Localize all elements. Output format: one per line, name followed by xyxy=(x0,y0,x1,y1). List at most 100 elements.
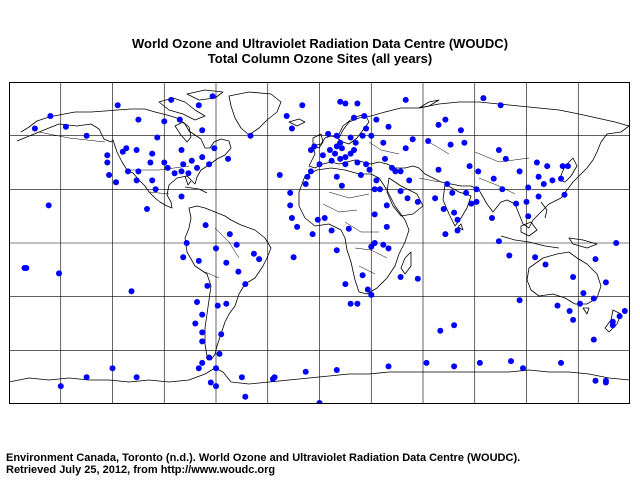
ozone-site-marker xyxy=(351,147,357,153)
ozone-site-marker xyxy=(497,102,504,109)
ozone-site-marker xyxy=(454,227,461,234)
ozone-site-marker xyxy=(602,377,609,384)
ozone-site-marker xyxy=(180,161,187,168)
ozone-site-marker xyxy=(523,198,530,205)
ozone-site-marker xyxy=(283,113,290,119)
ozone-site-marker xyxy=(352,139,359,146)
ozone-site-marker xyxy=(225,155,232,162)
ozone-site-marker xyxy=(592,377,599,384)
ozone-site-marker xyxy=(473,186,480,193)
citation-line-1: Environment Canada, Toronto (n.d.). Worl… xyxy=(6,452,521,464)
ozone-site-marker xyxy=(440,206,447,212)
ozone-site-marker xyxy=(178,168,185,175)
ozone-site-marker xyxy=(444,181,451,187)
ozone-site-marker xyxy=(333,367,340,373)
ozone-site-marker xyxy=(342,154,349,161)
ozone-site-marker xyxy=(149,177,156,184)
ozone-site-marker xyxy=(368,291,375,298)
ozone-site-marker xyxy=(535,193,542,200)
ozone-site-marker xyxy=(342,100,349,107)
ozone-site-marker xyxy=(288,215,295,221)
ozone-site-marker xyxy=(223,259,230,266)
ozone-site-marker xyxy=(376,186,383,193)
ozone-site-marker xyxy=(383,202,390,209)
ozone-site-marker xyxy=(288,125,295,132)
ozone-site-marker xyxy=(513,200,520,207)
ozone-site-marker xyxy=(104,152,111,159)
ozone-site-marker xyxy=(185,170,192,177)
ozone-site-marker xyxy=(135,168,142,175)
ozone-site-marker xyxy=(359,272,366,279)
ozone-site-marker xyxy=(613,240,620,246)
ozone-site-marker xyxy=(495,238,502,245)
ozone-site-marker xyxy=(319,152,326,159)
ozone-site-marker xyxy=(542,261,549,268)
ozone-site-marker xyxy=(621,308,628,314)
ozone-site-marker xyxy=(199,359,206,366)
ozone-site-marker xyxy=(164,164,171,171)
ozone-site-marker xyxy=(149,150,156,157)
ozone-site-marker xyxy=(457,127,464,134)
ozone-site-marker xyxy=(233,241,240,248)
ozone-site-marker xyxy=(476,359,483,366)
ozone-site-marker xyxy=(516,297,523,304)
ozone-site-marker xyxy=(347,300,354,307)
ozone-site-marker xyxy=(178,147,185,153)
ozone-site-marker xyxy=(364,286,371,293)
ozone-site-marker xyxy=(188,157,195,164)
citation-line-2: Retrieved July 25, 2012, from http://www… xyxy=(6,464,276,476)
ozone-site-marker xyxy=(475,168,482,175)
ozone-site-marker xyxy=(337,139,344,146)
ozone-site-marker xyxy=(516,168,523,175)
ozone-site-marker xyxy=(299,102,306,109)
ozone-site-marker xyxy=(250,250,257,257)
ozone-site-marker xyxy=(570,316,577,323)
ozone-site-marker xyxy=(351,114,357,121)
ozone-site-marker xyxy=(404,195,411,202)
india xyxy=(442,183,472,227)
map-title: World Ozone and Ultraviolet Radiation Da… xyxy=(131,36,509,51)
ozone-site-marker xyxy=(468,200,475,207)
ozone-site-marker xyxy=(152,186,159,193)
ozone-site-marker xyxy=(480,95,487,102)
antarctica-coast xyxy=(9,367,630,385)
ozone-site-marker xyxy=(361,113,368,119)
country-borders xyxy=(38,131,530,279)
ozone-site-marker xyxy=(490,175,497,182)
ozone-site-marker xyxy=(62,123,69,130)
australia xyxy=(526,251,602,305)
ozone-site-marker xyxy=(342,281,349,288)
ozone-site-marker xyxy=(316,161,323,168)
ozone-site-marker xyxy=(333,132,340,139)
ozone-site-marker xyxy=(402,96,409,103)
philippines xyxy=(540,201,548,219)
ozone-site-marker xyxy=(147,159,154,166)
ozone-site-marker xyxy=(194,299,200,305)
ozone-site-marker xyxy=(338,182,345,189)
arabia xyxy=(386,177,424,217)
ozone-site-marker xyxy=(409,136,416,143)
novaya-zemlya xyxy=(418,99,440,109)
tasmania xyxy=(582,307,590,315)
ozone-site-marker xyxy=(533,159,540,166)
ozone-site-marker xyxy=(332,150,338,157)
north-america-coast xyxy=(16,108,232,209)
ozone-site-marker xyxy=(195,257,202,264)
ozone-site-marker xyxy=(199,329,206,336)
ozone-site-marker xyxy=(345,225,352,232)
ozone-site-marker xyxy=(561,191,568,198)
ozone-site-marker xyxy=(342,161,349,168)
ozone-site-marker xyxy=(290,254,297,261)
ozone-site-marker xyxy=(437,327,444,334)
ozone-site-marker xyxy=(113,179,119,186)
ozone-site-marker xyxy=(525,184,532,191)
ozone-site-marker xyxy=(435,121,442,128)
ozone-site-marker xyxy=(206,354,213,361)
ozone-site-marker xyxy=(577,300,583,307)
ozone-site-marker xyxy=(354,159,361,166)
ozone-site-marker xyxy=(171,170,178,177)
ozone-site-marker xyxy=(363,161,370,168)
ozone-site-marker xyxy=(106,172,113,178)
ozone-site-marker xyxy=(207,379,214,386)
ozone-site-marker xyxy=(104,159,111,166)
